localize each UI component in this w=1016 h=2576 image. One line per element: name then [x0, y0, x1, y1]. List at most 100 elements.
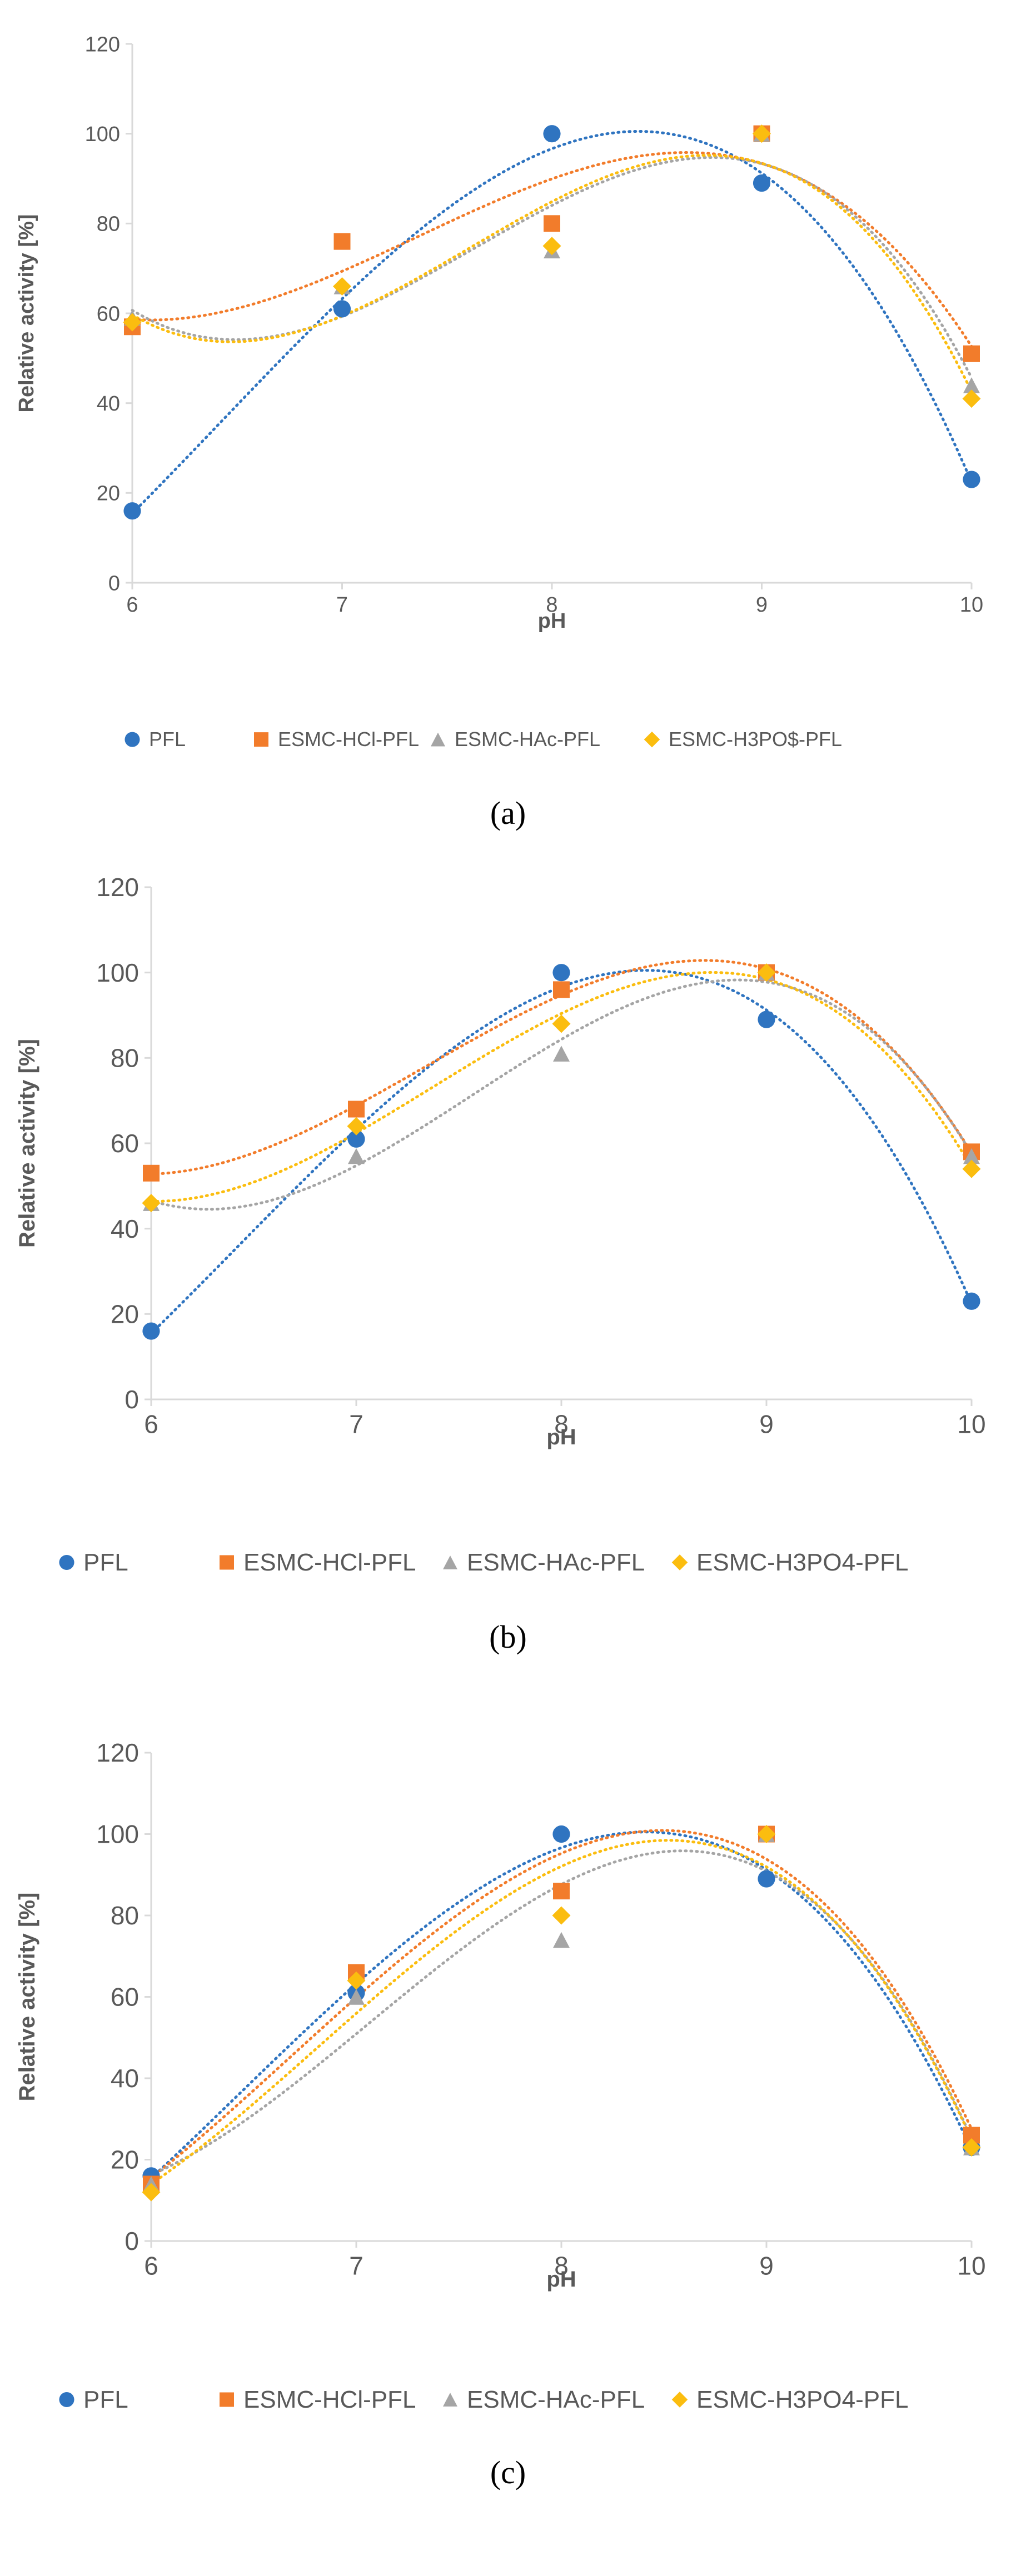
y-tick-label: 120: [96, 873, 139, 902]
x-tick-label: 8: [554, 2251, 569, 2280]
data-point-esmc-hac-pfl: [553, 1932, 570, 1948]
data-point-esmc-h3po4-pfl: [552, 1014, 571, 1033]
x-tick-label: 9: [759, 1409, 774, 1438]
y-tick-label: 100: [96, 958, 139, 987]
data-point-pfl: [347, 1130, 365, 1148]
panel-caption: (b): [489, 1619, 527, 1655]
trendline-esmc-hac-pfl: [150, 978, 973, 1211]
y-axis-title: Relative activity [%]: [15, 214, 38, 413]
data-point-esmc-hcl-pfl: [963, 345, 980, 362]
data-point-esmc-h3po4-pfl: [757, 1825, 776, 1843]
legend-marker-esmc-hcl-pfl: [220, 2392, 234, 2407]
legend-marker-esmc-h3po4-pfl: [671, 1554, 688, 1570]
data-point-esmc-h3po4-pfl: [962, 2138, 981, 2157]
data-point-esmc-h3po4-pfl: [347, 1117, 366, 1136]
y-tick-label: 80: [111, 1901, 139, 1930]
y-tick-label: 40: [97, 392, 120, 416]
trendline-esmc-h3po4-pfl: [131, 153, 973, 393]
legend-marker-esmc-h3po4-pfl: [644, 731, 660, 748]
data-point-esmc-h3po4-pfl: [552, 1906, 571, 1925]
data-point-esmc-hac-pfl: [553, 1046, 570, 1062]
data-point-pfl: [758, 1011, 775, 1028]
data-point-pfl: [758, 1870, 775, 1888]
x-tick-label: 6: [144, 1409, 158, 1438]
legend-label: ESMC-HCl-PFL: [243, 2386, 416, 2413]
data-point-esmc-h3po4-pfl: [962, 1159, 981, 1178]
chart-panel-1: 0 20 40 60 80 100 120 6 7 8 9 10 pH Relative activity…: [15, 33, 983, 831]
y-tick-label: 100: [85, 123, 120, 146]
legend-marker-esmc-hac-pfl: [443, 2393, 457, 2407]
y-tick-label: 20: [111, 1299, 139, 1328]
y-tick-label: 60: [111, 1129, 139, 1158]
legend-label: PFL: [149, 728, 186, 751]
y-tick-label: 80: [111, 1043, 139, 1072]
data-point-esmc-hac-pfl: [348, 1148, 365, 1164]
x-axis-title: pH: [546, 2267, 576, 2292]
legend-label: ESMC-H3PO$-PFL: [669, 728, 842, 751]
panel-caption: (a): [490, 795, 526, 831]
legend-label: ESMC-HCl-PFL: [278, 728, 419, 751]
x-tick-label: 8: [554, 1409, 569, 1438]
data-point-esmc-hcl-pfl: [553, 1883, 570, 1900]
trendline-esmc-h3po4-pfl: [150, 1839, 973, 2185]
legend-label: ESMC-H3PO4-PFL: [696, 2386, 908, 2413]
y-tick-label: 120: [96, 1738, 139, 1767]
data-point-esmc-hac-pfl: [963, 1148, 980, 1164]
y-tick-label: 40: [111, 1214, 139, 1243]
legend-marker-pfl: [124, 732, 140, 747]
data-point-esmc-h3po4-pfl: [542, 237, 561, 256]
y-tick-label: 0: [108, 572, 120, 595]
data-point-pfl: [543, 125, 561, 143]
data-point-esmc-hcl-pfl: [143, 1164, 160, 1182]
y-tick-label: 40: [111, 2064, 139, 2093]
data-point-esmc-h3po4-pfl: [757, 963, 776, 982]
y-axis-title: Relative activity [%]: [15, 1893, 39, 2102]
data-point-pfl: [552, 964, 570, 982]
data-point-esmc-h3po4-pfl: [142, 1194, 161, 1213]
trendline-pfl: [131, 130, 973, 515]
legend-marker-esmc-hac-pfl: [443, 1555, 457, 1569]
panel-caption: (c): [490, 2454, 526, 2490]
legend-label: ESMC-HAc-PFL: [467, 1549, 645, 1576]
x-tick-label: 7: [336, 593, 348, 617]
data-point-esmc-h3po4-pfl: [347, 1971, 366, 1990]
legend-marker-esmc-hac-pfl: [431, 732, 445, 747]
data-point-esmc-hcl-pfl: [544, 215, 560, 232]
legend-label: ESMC-HCl-PFL: [243, 1549, 416, 1576]
legend-marker-pfl: [59, 2392, 74, 2407]
legend-marker-pfl: [59, 1554, 74, 1570]
y-tick-label: 120: [85, 33, 120, 56]
x-tick-label: 7: [349, 1409, 363, 1438]
data-point-esmc-h3po4-pfl: [333, 277, 351, 296]
trendline-esmc-hcl-pfl: [150, 1829, 973, 2179]
y-tick-label: 20: [111, 2145, 139, 2174]
legend-label: ESMC-HAc-PFL: [455, 728, 600, 751]
trendline-esmc-hac-pfl: [131, 156, 973, 379]
y-tick-label: 60: [97, 302, 120, 326]
x-axis-title: pH: [538, 609, 566, 633]
data-point-esmc-hcl-pfl: [348, 1101, 365, 1118]
x-tick-label: 6: [126, 593, 138, 617]
legend-label: ESMC-H3PO4-PFL: [696, 1549, 908, 1576]
trendline-esmc-h3po4-pfl: [150, 971, 973, 1203]
data-point-pfl: [142, 1322, 160, 1340]
data-point-esmc-h3po4-pfl: [753, 124, 771, 143]
chart-panel-2: 0 20 40 60 80 100 120 6 7 8 9 10 pH Relative activity…: [15, 873, 986, 1655]
x-tick-label: 10: [957, 2251, 985, 2280]
data-point-esmc-hcl-pfl: [553, 981, 570, 998]
data-point-esmc-h3po4-pfl: [123, 313, 142, 332]
x-tick-label: 6: [144, 2251, 158, 2280]
y-tick-label: 80: [97, 213, 120, 236]
legend-label: ESMC-HAc-PFL: [467, 2386, 645, 2413]
legend-label: PFL: [83, 1549, 128, 1576]
data-point-esmc-hac-pfl: [963, 377, 980, 393]
data-point-esmc-hcl-pfl: [333, 233, 351, 250]
data-point-esmc-h3po4-pfl: [142, 2183, 161, 2202]
y-axis-title: Relative activity [%]: [15, 1039, 39, 1248]
data-point-pfl: [963, 471, 980, 488]
trendline-esmc-hac-pfl: [150, 1849, 973, 2177]
trendline-pfl: [150, 1830, 973, 2180]
data-point-pfl: [753, 174, 771, 192]
x-tick-label: 9: [756, 593, 768, 617]
